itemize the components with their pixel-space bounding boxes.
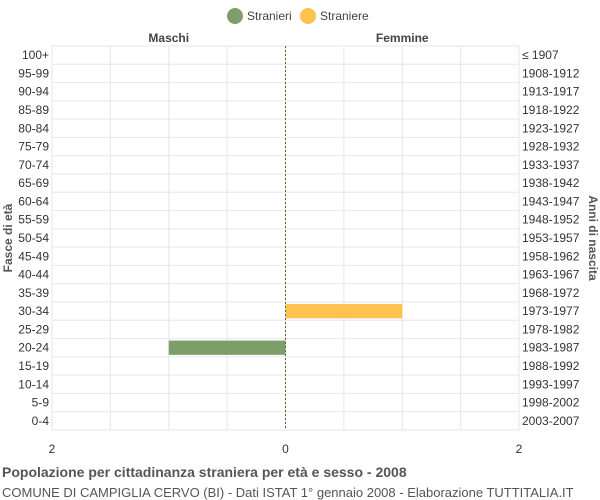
- bar-straniere-30-34: [285, 304, 403, 319]
- birth-year-label: 1923-1927: [522, 121, 580, 135]
- birth-year-label: 1913-1917: [522, 85, 580, 99]
- y-axis-title-left: Fasce di età: [1, 203, 15, 272]
- y-axis-title-right: Anni di nascita: [586, 195, 600, 281]
- age-band-label: 10-14: [18, 377, 49, 391]
- age-band-label: 15-19: [18, 359, 49, 373]
- birth-year-label: 1933-1937: [522, 158, 580, 172]
- age-band-label: 20-24: [18, 341, 49, 355]
- birth-year-label: 1998-2002: [522, 396, 580, 410]
- age-band-label: 70-74: [18, 158, 49, 172]
- birth-year-label: 1938-1942: [522, 176, 580, 190]
- x-tick-label: 2: [49, 442, 56, 456]
- legend-label-stranieri: Stranieri: [247, 9, 292, 23]
- bar-stranieri-20-24: [168, 340, 286, 355]
- legend-swatch-straniere: [300, 8, 316, 24]
- age-band-label: 85-89: [18, 103, 49, 117]
- birth-year-label: 1993-1997: [522, 377, 580, 391]
- age-band-label: 80-84: [18, 121, 49, 135]
- bars: [168, 304, 403, 355]
- birth-year-label: 1928-1932: [522, 140, 580, 154]
- age-band-label: 100+: [22, 48, 49, 62]
- age-band-label: 55-59: [18, 213, 49, 227]
- age-band-label: 60-64: [18, 194, 49, 208]
- birth-year-labels: ≤ 1907 1908-1912 1913-1917 1918-1922 1923-19…: [522, 48, 580, 428]
- age-band-label: 5-9: [32, 396, 50, 410]
- x-tick-label: 2: [516, 442, 523, 456]
- age-band-label: 30-34: [18, 304, 49, 318]
- legend-swatch-stranieri: [227, 8, 243, 24]
- age-band-label: 90-94: [18, 85, 49, 99]
- legend: Stranieri Straniere: [227, 8, 369, 24]
- birth-year-label: 1978-1982: [522, 322, 580, 336]
- chart-title: Popolazione per cittadinanza straniera p…: [2, 464, 407, 480]
- birth-year-label: 1958-1962: [522, 249, 580, 263]
- birth-year-label: 1953-1957: [522, 231, 580, 245]
- x-axis-ticks: 2 0 2: [49, 442, 523, 456]
- age-band-label: 40-44: [18, 268, 49, 282]
- birth-year-label: 1943-1947: [522, 194, 580, 208]
- x-tick-label: 0: [282, 442, 289, 456]
- age-band-label: 50-54: [18, 231, 49, 245]
- birth-year-label: 2003-2007: [522, 414, 580, 428]
- birth-year-label: 1963-1967: [522, 268, 580, 282]
- legend-label-straniere: Straniere: [320, 9, 369, 23]
- chart-subtitle: COMUNE DI CAMPIGLIA CERVO (BI) - Dati IS…: [2, 485, 574, 500]
- age-band-label: 65-69: [18, 176, 49, 190]
- birth-year-label: 1983-1987: [522, 341, 580, 355]
- age-band-label: 95-99: [18, 66, 49, 80]
- birth-year-label: 1918-1922: [522, 103, 580, 117]
- birth-year-label: 1908-1912: [522, 66, 580, 80]
- age-band-label: 45-49: [18, 249, 49, 263]
- age-band-labels: 100+ 95-99 90-94 85-89 80-84 75-79 70-74 65-69 6…: [18, 48, 49, 428]
- left-header: Maschi: [148, 31, 189, 45]
- birth-year-label: ≤ 1907: [522, 48, 559, 62]
- age-band-label: 0-4: [32, 414, 50, 428]
- birth-year-label: 1973-1977: [522, 304, 580, 318]
- birth-year-label: 1988-1992: [522, 359, 580, 373]
- age-band-label: 25-29: [18, 322, 49, 336]
- age-band-label: 35-39: [18, 286, 49, 300]
- right-header: Femmine: [376, 31, 429, 45]
- birth-year-label: 1948-1952: [522, 213, 580, 227]
- age-band-label: 75-79: [18, 140, 49, 154]
- birth-year-label: 1968-1972: [522, 286, 580, 300]
